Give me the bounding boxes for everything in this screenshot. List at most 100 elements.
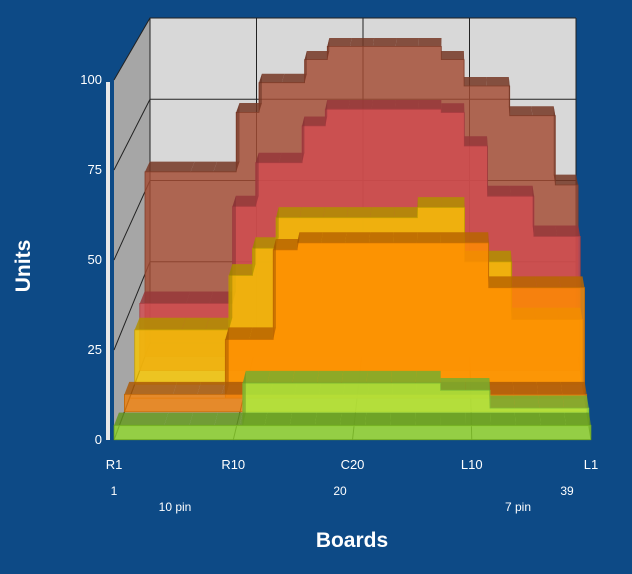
series-6-riser [304,51,307,83]
series-5-top [418,100,442,110]
x-tick-label: C20 [341,457,365,472]
series-3-top [416,232,441,243]
series-3 [129,232,585,399]
series-5-top [348,100,373,110]
y-tick-label: 50 [88,252,102,267]
series-0-top [189,412,218,426]
series-3-riser [488,232,489,288]
series-2-top [173,381,202,395]
series-6-top [281,73,307,83]
series-5-top [394,100,419,110]
series-3-top [440,232,465,243]
series-0-front [113,424,592,441]
series-5-riser [255,152,259,207]
series-6-riser [236,103,240,172]
series-2-top [536,381,563,395]
series-5-top [325,100,350,110]
x-secondary-label: 7 pin [505,500,531,514]
series-5-riser [302,116,305,163]
series-6-top [531,106,556,116]
series-4-top [441,197,465,208]
series-4-top [134,317,186,330]
series-5-riser [532,185,534,237]
series-0-top [214,412,243,426]
series-2-top [197,381,226,395]
series-0-top [365,412,391,426]
series-3-top [535,276,561,288]
series-6-top [190,161,218,172]
series-5-top [278,152,305,163]
series-0-top [514,412,541,426]
series-6-top [372,38,397,47]
y-axis-ticks: 0 25 50 75 100 [80,72,102,447]
series-5-top [464,136,488,146]
series-6-riser [508,77,510,116]
series-4-top [228,264,256,276]
series-5-top [139,291,191,304]
series-6-top [236,103,262,113]
series-3-top [225,327,253,340]
series-5-top [532,225,558,237]
series-4-top [417,197,442,208]
series-5-riser [325,100,328,126]
series-5-top [487,185,511,197]
series-6-riser [259,73,262,113]
series-4-riser [276,207,279,249]
y-tick-label: 100 [80,72,102,87]
series-6-top [304,51,330,60]
series-6-top [395,38,419,47]
y-tick-label: 75 [88,162,102,177]
series-0-top [114,412,169,426]
series-0-top [164,412,194,426]
x-axis-ticks: R1 R10 C20 L10 L1 1 10 pin 20 7 pin 39 [106,457,599,514]
series-1-top [366,370,392,384]
series-6-top [553,174,579,185]
series-1-top [415,370,441,384]
series-2-top [221,381,249,395]
y-tick-label: 25 [88,342,102,357]
series-1-top [391,370,417,384]
series-0-top [264,412,293,426]
series-5-top [186,291,214,304]
series-5-top [232,195,259,207]
series-1-riser [242,370,246,426]
series-6-top [463,77,487,86]
series-1-top [341,370,368,384]
series-3-top [345,232,371,243]
series-3-top [369,232,394,243]
series-0-top [415,412,441,426]
series-1-top [489,395,515,409]
series-4-top [252,237,279,249]
series-2-top [124,381,178,395]
series-0-top [289,412,317,426]
series-2-top [512,381,538,395]
series-0-top [490,412,516,426]
series-3-top [393,232,418,243]
series-1-top [513,395,540,409]
series-5-top [555,225,581,237]
series-layer [113,38,592,441]
series-0-top [465,412,491,426]
series-1-riser [489,378,490,409]
series-3-top [273,239,300,250]
series-0-top [564,412,591,426]
y-tick-label: 0 [95,432,102,447]
series-0-top [314,412,342,426]
series-4-top [276,207,302,218]
series-3-top [558,276,585,288]
series-3-riser [297,232,300,250]
series-3-top [297,232,323,243]
series-0-top [539,412,566,426]
series-1-top [242,370,271,384]
series-4-top [370,207,395,218]
x-secondary-label: 1 [111,484,118,498]
series-1-top [440,378,466,391]
series-5-top [302,116,328,126]
x-tick-label: L10 [461,457,483,472]
series-5-top [255,152,282,163]
series-3-top [464,232,489,243]
series-2-top [488,381,514,395]
series-6-riser [327,38,330,60]
series-6-top [508,106,533,116]
